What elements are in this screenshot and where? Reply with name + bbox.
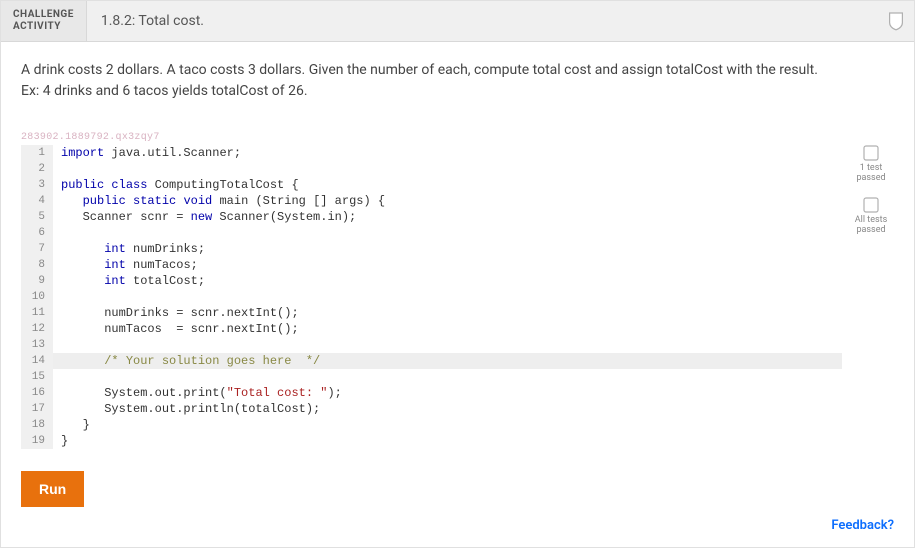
- header-label: CHALLENGE ACTIVITY: [1, 1, 87, 41]
- code-content[interactable]: numTacos = scnr.nextInt();: [53, 321, 842, 337]
- code-line[interactable]: 15: [21, 369, 842, 385]
- code-line[interactable]: 14 /* Your solution goes here */: [21, 353, 842, 369]
- run-button[interactable]: Run: [21, 471, 84, 507]
- header-bar: CHALLENGE ACTIVITY 1.8.2: Total cost.: [1, 1, 914, 42]
- feedback-row: Feedback?: [21, 517, 894, 533]
- code-content[interactable]: int totalCost;: [53, 273, 842, 289]
- prompt-line1: A drink costs 2 dollars. A taco costs 3 …: [21, 60, 894, 81]
- code-content[interactable]: [53, 369, 842, 385]
- code-line[interactable]: 11 numDrinks = scnr.nextInt();: [21, 305, 842, 321]
- code-content[interactable]: [53, 225, 842, 241]
- code-content[interactable]: numDrinks = scnr.nextInt();: [53, 305, 842, 321]
- status-all-tests: All tests passed: [848, 197, 894, 235]
- code-content[interactable]: import java.util.Scanner;: [53, 145, 842, 161]
- prompt-line2: Ex: 4 drinks and 6 tacos yields totalCos…: [21, 81, 894, 102]
- line-number: 16: [21, 385, 53, 401]
- code-content[interactable]: [53, 289, 842, 305]
- line-number: 13: [21, 337, 53, 353]
- line-number: 17: [21, 401, 53, 417]
- code-content[interactable]: }: [53, 433, 842, 449]
- line-number: 12: [21, 321, 53, 337]
- line-number: 9: [21, 273, 53, 289]
- code-content[interactable]: Scanner scnr = new Scanner(System.in);: [53, 209, 842, 225]
- watermark: 283902.1889792.qx3zqy7: [21, 132, 894, 143]
- shield-icon: [888, 9, 904, 33]
- checkbox-icon: [863, 145, 879, 161]
- checkbox-icon: [863, 197, 879, 213]
- code-line[interactable]: 12 numTacos = scnr.nextInt();: [21, 321, 842, 337]
- header-label-line2: ACTIVITY: [13, 21, 74, 33]
- status-one-test: 1 test passed: [848, 145, 894, 183]
- line-number: 1: [21, 145, 53, 161]
- code-line[interactable]: 3public class ComputingTotalCost {: [21, 177, 842, 193]
- challenge-container: CHALLENGE ACTIVITY 1.8.2: Total cost. A …: [0, 0, 915, 548]
- header-badge: [888, 1, 914, 41]
- line-number: 11: [21, 305, 53, 321]
- code-content[interactable]: /* Your solution goes here */: [53, 353, 842, 369]
- line-number: 10: [21, 289, 53, 305]
- body-area: A drink costs 2 dollars. A taco costs 3 …: [1, 42, 914, 547]
- line-number: 3: [21, 177, 53, 193]
- code-line[interactable]: 7 int numDrinks;: [21, 241, 842, 257]
- line-number: 2: [21, 161, 53, 177]
- line-number: 6: [21, 225, 53, 241]
- code-content[interactable]: System.out.print("Total cost: ");: [53, 385, 842, 401]
- code-line[interactable]: 16 System.out.print("Total cost: ");: [21, 385, 842, 401]
- status1-line2: passed: [848, 173, 894, 183]
- line-number: 8: [21, 257, 53, 273]
- prompt-text: A drink costs 2 dollars. A taco costs 3 …: [21, 60, 894, 102]
- code-line[interactable]: 8 int numTacos;: [21, 257, 842, 273]
- line-number: 18: [21, 417, 53, 433]
- line-number: 7: [21, 241, 53, 257]
- status-column: 1 test passed All tests passed: [848, 145, 894, 249]
- code-content[interactable]: int numDrinks;: [53, 241, 842, 257]
- code-line[interactable]: 18 }: [21, 417, 842, 433]
- code-line[interactable]: 6: [21, 225, 842, 241]
- code-line[interactable]: 10: [21, 289, 842, 305]
- code-line[interactable]: 19}: [21, 433, 842, 449]
- line-number: 15: [21, 369, 53, 385]
- line-number: 19: [21, 433, 53, 449]
- code-line[interactable]: 5 Scanner scnr = new Scanner(System.in);: [21, 209, 842, 225]
- code-content[interactable]: [53, 161, 842, 177]
- status2-line1: All tests: [848, 215, 894, 225]
- status2-line2: passed: [848, 225, 894, 235]
- line-number: 5: [21, 209, 53, 225]
- header-title: 1.8.2: Total cost.: [87, 1, 888, 41]
- code-content[interactable]: public class ComputingTotalCost {: [53, 177, 842, 193]
- run-row: Run: [21, 471, 894, 507]
- code-content[interactable]: public static void main (String [] args)…: [53, 193, 842, 209]
- code-content[interactable]: int numTacos;: [53, 257, 842, 273]
- line-number: 4: [21, 193, 53, 209]
- code-area: 283902.1889792.qx3zqy7 1import java.util…: [21, 132, 894, 449]
- code-content[interactable]: [53, 337, 842, 353]
- feedback-link[interactable]: Feedback?: [831, 518, 894, 533]
- code-editor[interactable]: 1import java.util.Scanner;2 3public clas…: [21, 145, 842, 449]
- status1-line1: 1 test: [848, 163, 894, 173]
- code-line[interactable]: 2: [21, 161, 842, 177]
- line-number: 14: [21, 353, 53, 369]
- header-label-line1: CHALLENGE: [13, 9, 74, 21]
- code-content[interactable]: }: [53, 417, 842, 433]
- code-line[interactable]: 4 public static void main (String [] arg…: [21, 193, 842, 209]
- code-line[interactable]: 9 int totalCost;: [21, 273, 842, 289]
- code-content[interactable]: System.out.println(totalCost);: [53, 401, 842, 417]
- code-line[interactable]: 1import java.util.Scanner;: [21, 145, 842, 161]
- code-line[interactable]: 13: [21, 337, 842, 353]
- code-line[interactable]: 17 System.out.println(totalCost);: [21, 401, 842, 417]
